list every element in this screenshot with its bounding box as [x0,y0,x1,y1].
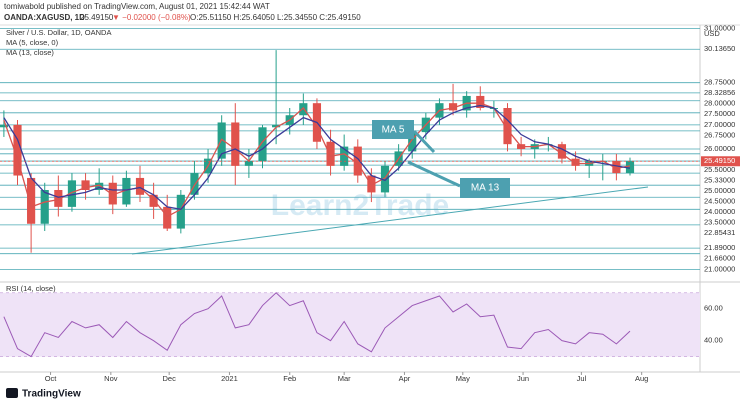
y-tick-label: 24.50000 [704,196,735,205]
x-tick-label: Apr [399,374,411,383]
candle-body [13,124,22,176]
currency: USD [704,29,720,38]
x-tick-label: Oct [45,374,58,383]
y-tick-label: 28.00000 [704,99,735,108]
x-tick-label: 2021 [221,374,238,383]
candle-body [340,146,349,166]
candle-body [95,182,104,190]
ma-line [3,104,631,210]
y-tick-label: 31.00000 [704,23,735,32]
legend-entry: MA (5, close, 0) [6,38,59,47]
author-line: tomiwabold published on TradingView.com,… [4,2,270,11]
y-tick-label: 26.75000 [704,130,735,139]
x-tick-label: Aug [635,374,648,383]
x-tick-label: Dec [162,374,176,383]
rsi-line [3,292,631,358]
candle-body [380,165,390,193]
legend-entry: MA (13, close) [6,48,54,57]
y-tick-label: 27.00000 [704,120,735,129]
candle-body [176,194,185,229]
y-tick-label: 25.33000 [704,175,735,184]
callout-box [460,178,510,198]
x-tick-label: Nov [104,374,118,383]
candle-body [108,182,117,205]
legend-entry: RSI (14, close) [6,284,56,293]
candle-body [190,173,199,195]
candle-body [612,161,621,174]
y-tick-label: 25.50000 [704,165,735,174]
candle-body [258,127,267,162]
candle-body [326,141,335,166]
logo-icon [6,388,18,398]
candle-body [272,124,281,128]
change: ▼ −0.02000 (−0.08%) [112,13,191,22]
callout-arrow [412,129,436,154]
y-tick-label: 28.75000 [704,78,735,87]
rsi-panel: 60.00 40.00 [0,292,723,358]
y-tick-label: 23.50000 [704,217,735,226]
y-tick-label: 60.00 [704,304,723,313]
symbol: OANDA:XAGUSD, 1D [4,13,85,22]
candle-body [81,180,90,190]
last: 25.49150 [80,13,114,22]
candle-body [163,206,172,229]
y-tick-label: 25.00000 [704,186,735,195]
ohlc: O:25.51150 H:25.64050 L:25.34550 C:25.49… [190,13,361,22]
candle-body [476,95,485,108]
y-tick-label: 40.00 [704,336,723,345]
candle-body [557,144,567,159]
rsi-band [0,292,700,357]
x-tick-label: Feb [283,374,296,383]
watermark: Learn2Trade [271,189,449,222]
candle-body [54,190,63,207]
y-tick-label: 27.50000 [704,109,735,118]
trend-line [131,186,649,255]
last-price-box [701,156,740,167]
callout-box [372,120,414,139]
callout-text: MA 5 [382,125,405,136]
last-price-label: 25.49150 [704,156,735,165]
candle-body [122,177,131,205]
callout-text: MA 13 [471,183,500,194]
ma-line [3,102,631,218]
y-tick-label: 28.32856 [704,88,735,97]
candle-body [571,158,580,166]
callout-arrow [407,160,461,188]
x-tick-label: Jul [577,374,587,383]
x-tick-label: May [456,374,470,383]
y-tick-label: 21.66000 [704,254,735,263]
candle-body [231,122,240,166]
y-tick-label: 21.89000 [704,243,735,252]
y-tick-label: 26.00000 [704,144,735,153]
candle-body [503,108,512,145]
legend-title: Silver / U.S. Dollar, 1D, OANDA [6,28,111,37]
y-tick-label: 21.00000 [704,265,735,274]
candle-body [67,180,77,207]
candle-body [448,103,458,111]
y-tick-label: 22.85431 [704,228,735,237]
candle-body [0,124,8,128]
x-tick-label: Mar [338,374,351,383]
candle-body [408,132,417,152]
candle-body [40,190,49,224]
candle-body [625,161,635,174]
candle-body [135,177,145,195]
candle-body [149,194,158,207]
y-tick-label: 30.13650 [704,44,735,53]
footer-brand: TradingView [22,389,81,400]
candle-body [27,177,36,224]
candle-body [244,161,253,166]
candle-body [299,103,308,116]
x-tick-label: Jun [517,374,529,383]
y-tick-label: 24.00000 [704,207,735,216]
